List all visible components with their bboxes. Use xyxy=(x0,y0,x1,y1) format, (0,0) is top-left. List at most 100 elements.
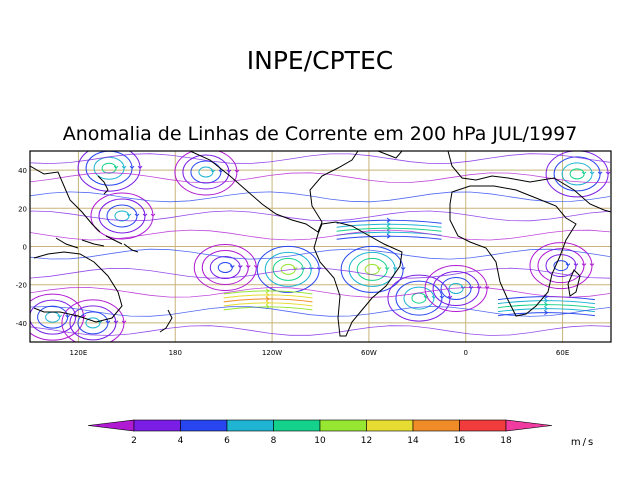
jet-streamline xyxy=(336,227,442,232)
africa-coastline xyxy=(449,185,577,317)
streamline-arrow xyxy=(384,267,390,271)
x-tick-label: 0 xyxy=(464,349,468,357)
streamline-arrow xyxy=(253,265,259,269)
streamline-arrow xyxy=(229,265,235,269)
colorbar-segment xyxy=(226,419,274,432)
streamline-arrow xyxy=(544,310,549,316)
background-streamline xyxy=(30,153,611,165)
y-tick-label: 20 xyxy=(18,205,27,213)
x-tick-label: 180 xyxy=(169,349,182,357)
streamline-arrow xyxy=(113,320,119,324)
streamline-arrow xyxy=(544,298,549,304)
colorbar-label: 18 xyxy=(500,436,512,446)
streamline-arrow xyxy=(150,213,156,217)
streamline-arrow xyxy=(573,263,579,267)
colorbar-label: 10 xyxy=(314,436,326,446)
streamline-arrow xyxy=(597,171,603,175)
streamline-arrow xyxy=(460,286,466,290)
streamline-arrow xyxy=(57,314,62,318)
streamline-arrow xyxy=(544,302,549,308)
jet-streamline xyxy=(336,219,442,224)
streamline-arrow xyxy=(376,267,382,271)
colorbar-segment xyxy=(459,419,507,432)
streamline-arrow xyxy=(226,169,232,173)
background-streamline xyxy=(30,191,611,203)
south-america-coastline xyxy=(313,221,403,337)
streamline-arrow xyxy=(129,165,135,169)
background-streamline xyxy=(30,267,611,279)
indonesia-coastline xyxy=(55,235,139,253)
streamline-arrow xyxy=(300,267,306,271)
streamline-arrow xyxy=(484,286,490,290)
streamline-arrow xyxy=(386,221,391,227)
x-tick-label: 60E xyxy=(556,349,569,357)
background-streamline xyxy=(30,306,611,317)
x-tick-label: 120E xyxy=(70,349,88,357)
page-title: INPE/CPTEC xyxy=(247,46,393,75)
streamline-arrow xyxy=(126,213,132,217)
eurasia-coastline xyxy=(30,151,611,233)
streamline-arrow xyxy=(105,320,111,324)
streamline-arrow xyxy=(386,233,391,239)
chart-title: Anomalia de Linhas de Corrente em 200 hP… xyxy=(63,123,578,145)
colorbar-label: 4 xyxy=(178,436,184,446)
jet-streamline xyxy=(497,312,595,317)
jet-streamline xyxy=(223,302,313,307)
y-tick-label: 0 xyxy=(23,244,27,252)
streamline-arrow xyxy=(237,265,243,269)
streamline-arrow xyxy=(581,263,587,267)
jet-streamline xyxy=(497,300,595,305)
colorbar-label: 6 xyxy=(224,436,230,446)
colorbar-segment xyxy=(273,419,321,432)
colorbar-high-arrow xyxy=(505,419,553,432)
greenland-coastline xyxy=(377,151,403,159)
background-streamline xyxy=(30,210,611,222)
jet-streamline xyxy=(336,223,442,228)
streamline-arrow xyxy=(210,169,216,173)
streamline-arrow xyxy=(589,171,595,175)
streamline-arrow xyxy=(245,265,251,269)
jet-streamline xyxy=(223,306,313,311)
y-tick-label: -40 xyxy=(16,320,27,328)
japan-coastline xyxy=(97,175,109,195)
background-streamline xyxy=(30,325,611,336)
map-frame xyxy=(29,150,612,343)
north-america-coastline xyxy=(189,151,359,233)
y-tick-label: 40 xyxy=(18,167,27,175)
colorbar-label: 2 xyxy=(131,436,137,446)
streamline-arrow xyxy=(234,169,240,173)
jet-streamline xyxy=(223,298,313,303)
streamline-arrow xyxy=(447,295,453,299)
streamline-arrow xyxy=(589,263,595,267)
colorbar-segment xyxy=(180,419,228,432)
streamline-arrow xyxy=(218,169,224,173)
streamline-arrow xyxy=(113,165,119,169)
jet-streamline xyxy=(497,304,595,309)
streamline-arrow xyxy=(265,300,270,306)
colorbar-segment xyxy=(319,419,367,432)
colorbar-segment xyxy=(412,419,460,432)
streamline-arrow xyxy=(581,171,587,175)
streamline-arrow xyxy=(392,267,398,271)
streamline-arrow xyxy=(386,225,391,231)
streamline-arrow xyxy=(121,320,127,324)
colorbar-segment xyxy=(366,419,414,432)
streamline-arrow xyxy=(386,229,391,235)
colorbar-low-arrow xyxy=(87,419,135,432)
background-streamline xyxy=(30,286,611,298)
new-zealand-coastline xyxy=(159,309,173,333)
jet-streamline xyxy=(223,294,313,299)
colorbar-segment xyxy=(133,419,181,432)
streamline-arrow xyxy=(476,286,482,290)
colorbar-unit: m/s xyxy=(571,437,595,448)
colorbar-label: 8 xyxy=(271,436,277,446)
y-tick-label: -20 xyxy=(16,282,27,290)
background-streamline xyxy=(30,229,611,241)
streamline-arrow xyxy=(265,288,270,294)
streamline-arrow xyxy=(265,292,270,298)
streamline-arrow xyxy=(439,295,445,299)
streamline-arrow xyxy=(565,263,571,267)
streamline-arrow xyxy=(121,165,127,169)
australia-coastline xyxy=(33,251,123,323)
